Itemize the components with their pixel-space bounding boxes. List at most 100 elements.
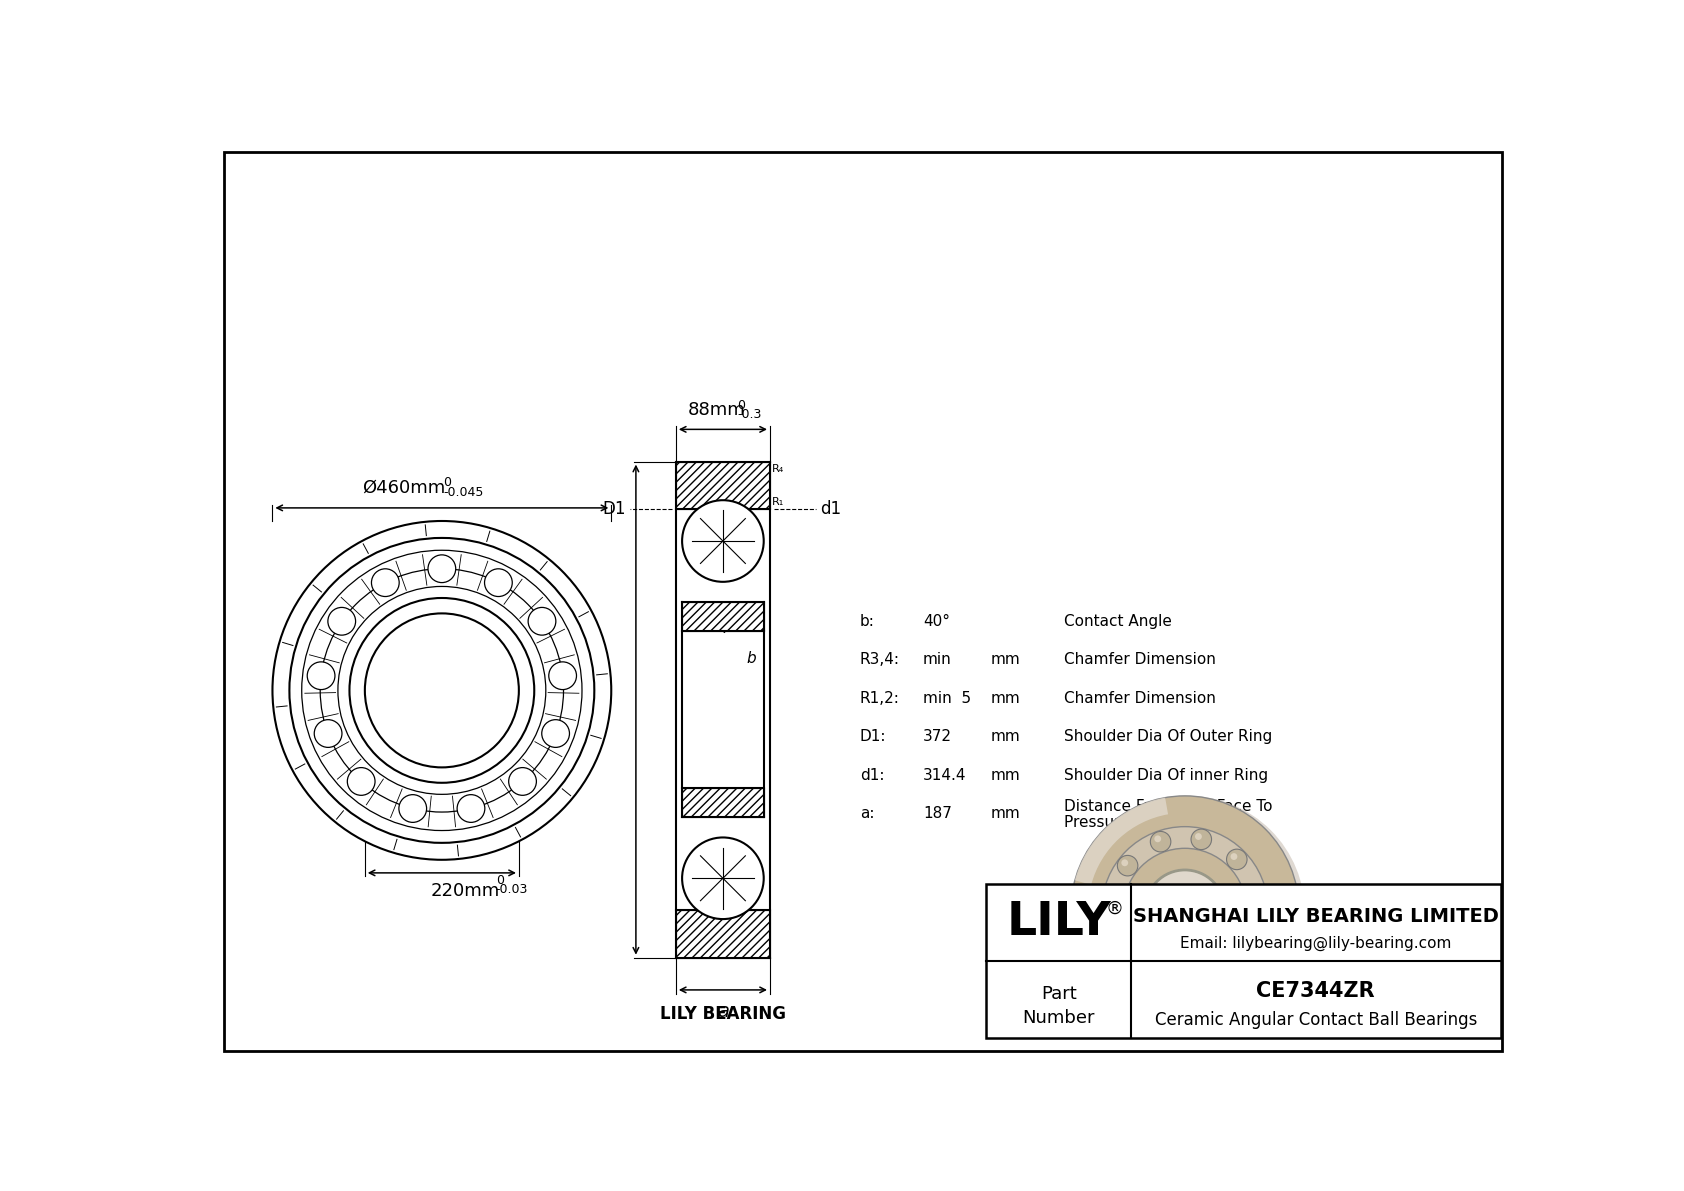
Text: CE7344ZR: CE7344ZR (1256, 981, 1376, 1002)
Circle shape (1154, 835, 1162, 842)
Circle shape (549, 662, 576, 690)
Text: Shoulder Dia Of Outer Ring: Shoulder Dia Of Outer Ring (1064, 729, 1273, 744)
Text: LILY: LILY (1007, 899, 1111, 944)
Bar (675, 910, 770, 958)
Text: b: b (746, 651, 756, 667)
Text: R1,2:: R1,2: (861, 691, 899, 705)
Text: mm: mm (990, 653, 1021, 667)
Circle shape (1182, 975, 1189, 983)
Circle shape (1246, 930, 1253, 936)
Circle shape (1218, 958, 1238, 979)
Text: Number: Number (1022, 1010, 1095, 1028)
Circle shape (347, 767, 376, 796)
Circle shape (365, 613, 519, 767)
Circle shape (1115, 937, 1122, 944)
Circle shape (529, 607, 556, 635)
Text: a:: a: (861, 806, 874, 821)
Text: min  5: min 5 (923, 691, 972, 705)
Text: Part: Part (1041, 985, 1076, 1003)
Text: Contact Angle: Contact Angle (1064, 613, 1172, 629)
Bar (682, 788, 765, 817)
Text: mm: mm (990, 729, 1021, 744)
Text: D1: D1 (603, 500, 626, 518)
Text: R₃: R₃ (749, 462, 763, 473)
Text: R₁: R₁ (677, 464, 690, 474)
Text: Chamfer Dimension: Chamfer Dimension (1064, 653, 1216, 667)
Circle shape (1071, 796, 1305, 1030)
Text: Email: lilybearing@lily-bearing.com: Email: lilybearing@lily-bearing.com (1180, 936, 1452, 952)
Circle shape (328, 607, 355, 635)
Circle shape (1231, 853, 1238, 860)
Circle shape (1071, 796, 1298, 1024)
Text: R₂: R₂ (685, 462, 697, 473)
Text: 0: 0 (738, 399, 746, 412)
Text: b:: b: (861, 613, 876, 629)
Circle shape (1106, 897, 1113, 904)
Circle shape (1246, 885, 1266, 905)
Text: 0: 0 (443, 476, 451, 490)
Text: Shoulder Dia Of inner Ring: Shoulder Dia Of inner Ring (1064, 767, 1268, 782)
Circle shape (485, 569, 512, 597)
Circle shape (1150, 831, 1170, 852)
Wedge shape (1074, 798, 1169, 885)
Text: 372: 372 (923, 729, 951, 744)
Text: 314.4: 314.4 (923, 767, 967, 782)
Circle shape (1138, 962, 1160, 983)
Text: 88mm: 88mm (687, 401, 746, 419)
Text: Ceramic Angular Contact Ball Bearings: Ceramic Angular Contact Ball Bearings (1155, 1011, 1477, 1029)
Circle shape (1250, 890, 1256, 896)
Bar (682, 601, 765, 631)
Circle shape (372, 569, 399, 597)
Circle shape (290, 538, 594, 843)
Circle shape (1145, 869, 1224, 949)
Text: Ø460mm: Ø460mm (362, 479, 445, 497)
Circle shape (682, 500, 765, 582)
Circle shape (1101, 827, 1268, 993)
Text: a: a (717, 1003, 729, 1021)
Text: -0.3: -0.3 (738, 407, 761, 420)
Text: -0.045: -0.045 (443, 486, 483, 499)
Circle shape (509, 767, 537, 796)
Circle shape (1103, 893, 1123, 913)
Circle shape (1196, 833, 1202, 840)
Circle shape (682, 837, 765, 919)
Circle shape (1243, 925, 1263, 947)
Circle shape (1111, 934, 1132, 954)
Circle shape (1143, 967, 1150, 973)
Text: Distance From Side Face To: Distance From Side Face To (1064, 799, 1273, 815)
Circle shape (1221, 962, 1228, 969)
Text: mm: mm (990, 691, 1021, 705)
Text: R₂: R₂ (685, 499, 697, 509)
Text: min: min (923, 653, 951, 667)
Text: R₂: R₂ (749, 499, 763, 509)
Text: ®: ® (1105, 899, 1123, 917)
Circle shape (1123, 848, 1246, 972)
Text: R₁: R₁ (677, 497, 690, 507)
Text: d1: d1 (820, 500, 840, 518)
Circle shape (1226, 849, 1248, 869)
Text: 220mm: 220mm (431, 883, 500, 900)
Circle shape (350, 598, 534, 782)
Bar (675, 462, 770, 510)
Text: mm: mm (990, 767, 1021, 782)
Text: SHANGHAI LILY BEARING LIMITED: SHANGHAI LILY BEARING LIMITED (1133, 906, 1499, 925)
Text: Chamfer Dimension: Chamfer Dimension (1064, 691, 1216, 705)
Text: 0: 0 (495, 874, 504, 886)
Text: Pressure Point: Pressure Point (1064, 816, 1172, 830)
Text: mm: mm (990, 806, 1021, 821)
Circle shape (456, 794, 485, 822)
Circle shape (1122, 860, 1128, 866)
Circle shape (1118, 855, 1138, 875)
Circle shape (1191, 829, 1211, 849)
Text: D1:: D1: (861, 729, 886, 744)
Text: d1:: d1: (861, 767, 884, 782)
Circle shape (399, 794, 426, 822)
Circle shape (542, 719, 569, 748)
Wedge shape (1202, 935, 1295, 1022)
Text: R3,4:: R3,4: (861, 653, 899, 667)
Circle shape (428, 555, 456, 582)
Circle shape (273, 520, 611, 860)
Text: 40°: 40° (923, 613, 950, 629)
Bar (987, 885, 1500, 1039)
Text: R₁: R₁ (771, 497, 783, 507)
